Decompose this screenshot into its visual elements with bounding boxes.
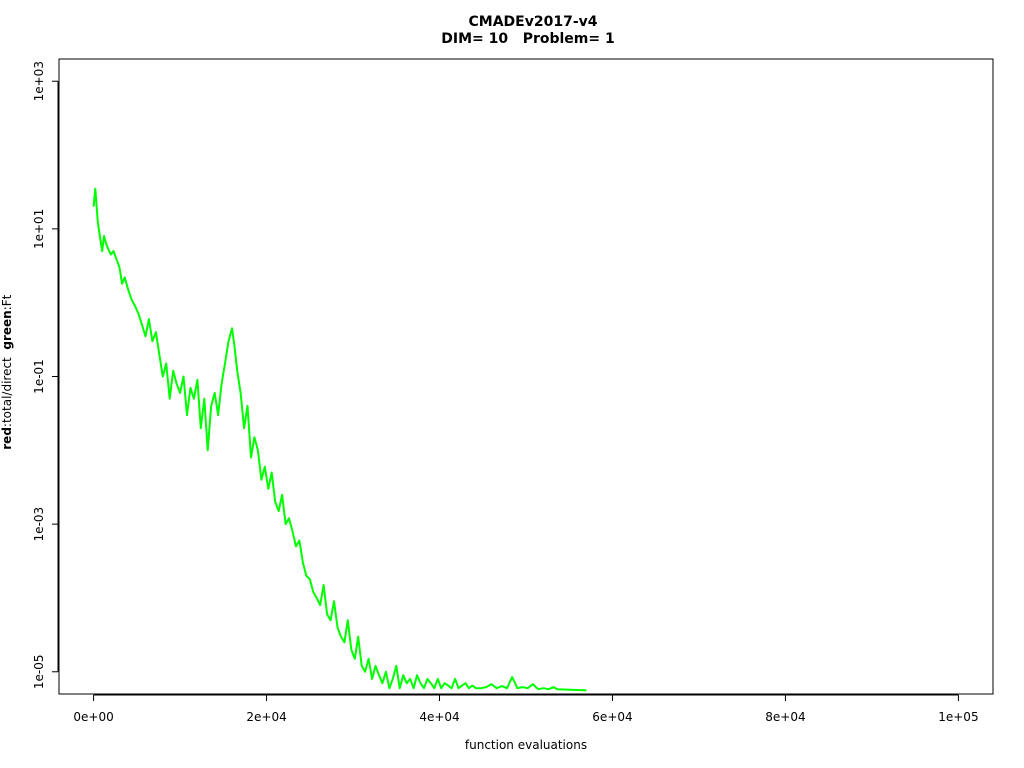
- y-tick-label: 1e+01: [32, 209, 46, 249]
- x-axis-label: function evaluations: [465, 738, 587, 752]
- y-tick-label: 1e+03: [32, 61, 46, 101]
- x-tick-label: 0e+00: [73, 710, 113, 724]
- y-tick-label: 1e-03: [32, 507, 46, 542]
- series-line: [92, 187, 587, 692]
- plot-frame: [58, 58, 994, 695]
- x-axis: 0e+00 2e+04 4e+04 6e+04 8e+04 1e+05: [73, 694, 979, 724]
- x-tick-label: 4e+04: [419, 710, 459, 724]
- y-label-green-word: green: [0, 310, 14, 349]
- chart-title: CMADEv2017-v4: [469, 14, 598, 30]
- x-tick-label: 8e+04: [765, 710, 805, 724]
- x-tick-label: 1e+05: [938, 710, 978, 724]
- series-layer: [92, 187, 587, 692]
- y-label-red-desc: :total/direct: [0, 350, 14, 427]
- y-axis-label: red:total/direct green:Ft: [0, 283, 14, 469]
- y-axis: 1e+03 1e+01 1e-01 1e-03 1e-05: [32, 61, 59, 689]
- x-tick-label: 6e+04: [592, 710, 632, 724]
- y-label-green-desc: :Ft: [0, 294, 14, 310]
- y-label-red-word: red: [0, 427, 14, 450]
- y-tick-label: 1e-05: [32, 654, 46, 689]
- y-tick-label: 1e-01: [32, 359, 46, 394]
- chart-subtitle: DIM= 10 Problem= 1: [441, 31, 615, 47]
- x-tick-label: 2e+04: [246, 710, 286, 724]
